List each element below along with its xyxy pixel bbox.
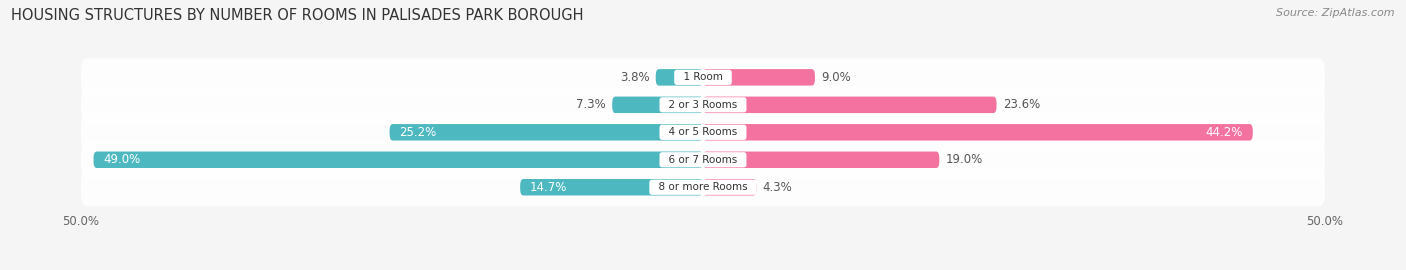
FancyBboxPatch shape xyxy=(94,151,703,168)
FancyBboxPatch shape xyxy=(703,179,756,195)
FancyBboxPatch shape xyxy=(703,97,997,113)
Text: 1 Room: 1 Room xyxy=(676,72,730,82)
Text: 7.3%: 7.3% xyxy=(576,98,606,111)
FancyBboxPatch shape xyxy=(389,124,703,141)
Text: 23.6%: 23.6% xyxy=(1002,98,1040,111)
Text: 9.0%: 9.0% xyxy=(821,71,851,84)
Text: Source: ZipAtlas.com: Source: ZipAtlas.com xyxy=(1277,8,1395,18)
Text: 4.3%: 4.3% xyxy=(762,181,793,194)
Text: HOUSING STRUCTURES BY NUMBER OF ROOMS IN PALISADES PARK BOROUGH: HOUSING STRUCTURES BY NUMBER OF ROOMS IN… xyxy=(11,8,583,23)
FancyBboxPatch shape xyxy=(82,141,1324,179)
FancyBboxPatch shape xyxy=(703,151,939,168)
Text: 6 or 7 Rooms: 6 or 7 Rooms xyxy=(662,155,744,165)
FancyBboxPatch shape xyxy=(82,113,1324,151)
FancyBboxPatch shape xyxy=(655,69,703,86)
FancyBboxPatch shape xyxy=(82,168,1324,206)
Text: 14.7%: 14.7% xyxy=(530,181,568,194)
FancyBboxPatch shape xyxy=(520,179,703,195)
Text: 44.2%: 44.2% xyxy=(1205,126,1243,139)
Text: 3.8%: 3.8% xyxy=(620,71,650,84)
Text: 4 or 5 Rooms: 4 or 5 Rooms xyxy=(662,127,744,137)
FancyBboxPatch shape xyxy=(612,97,703,113)
FancyBboxPatch shape xyxy=(703,124,1253,141)
FancyBboxPatch shape xyxy=(82,58,1324,96)
Text: 49.0%: 49.0% xyxy=(104,153,141,166)
FancyBboxPatch shape xyxy=(703,69,815,86)
Text: 19.0%: 19.0% xyxy=(945,153,983,166)
Text: 8 or more Rooms: 8 or more Rooms xyxy=(652,182,754,192)
Text: 25.2%: 25.2% xyxy=(399,126,437,139)
FancyBboxPatch shape xyxy=(82,86,1324,124)
Text: 2 or 3 Rooms: 2 or 3 Rooms xyxy=(662,100,744,110)
